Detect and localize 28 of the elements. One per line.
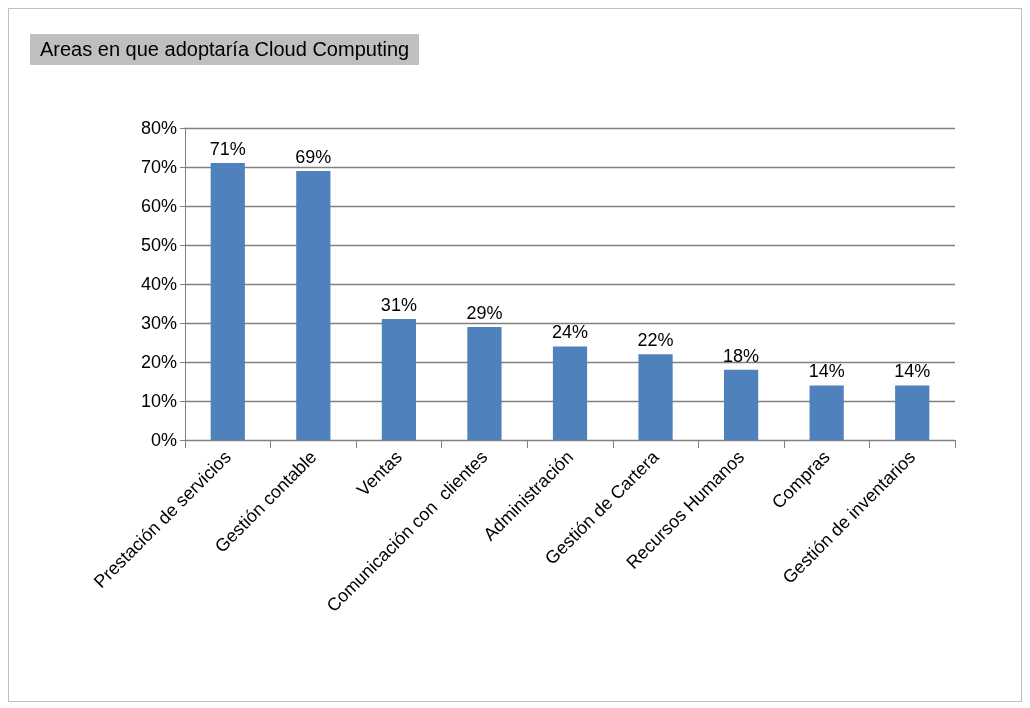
data-label: 18%	[723, 345, 760, 366]
data-label: 14%	[808, 361, 845, 382]
data-label: 22%	[637, 330, 674, 351]
bar	[895, 385, 930, 440]
y-tick-label: 80%	[140, 118, 177, 138]
y-tick-label: 20%	[140, 352, 177, 372]
bar	[724, 369, 759, 440]
y-tick-label: 60%	[140, 196, 177, 216]
chart-title: Areas en que adoptaría Cloud Computing	[30, 34, 420, 65]
y-tick-label: 10%	[140, 391, 177, 411]
bar	[638, 354, 673, 440]
data-label: 31%	[380, 295, 417, 316]
y-tick-label: 40%	[140, 274, 177, 294]
data-label: 14%	[894, 361, 931, 382]
bar	[381, 319, 416, 440]
y-tick-label: 30%	[140, 313, 177, 333]
bar	[552, 346, 588, 440]
y-tick-label: 0%	[150, 430, 177, 450]
y-tick-label: 50%	[140, 235, 177, 255]
bar	[467, 326, 502, 440]
data-label: 71%	[209, 139, 246, 160]
bar	[210, 163, 245, 440]
data-label: 24%	[551, 322, 589, 343]
data-label: 29%	[466, 302, 503, 323]
bar	[296, 170, 331, 440]
bar	[809, 385, 844, 440]
y-tick-label: 70%	[140, 157, 177, 177]
data-label: 69%	[295, 146, 332, 167]
